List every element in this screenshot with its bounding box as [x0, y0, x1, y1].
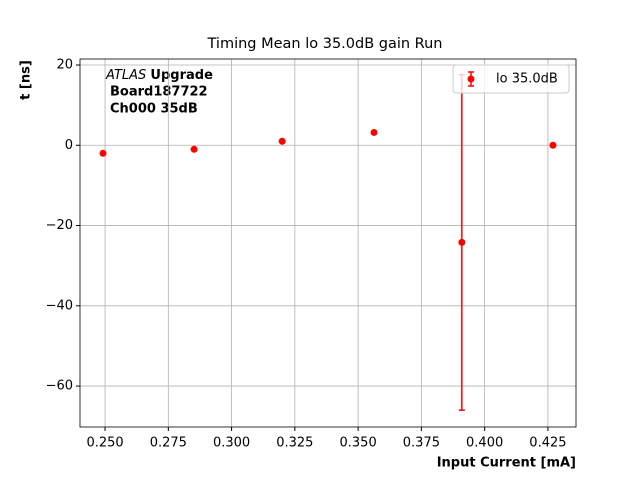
x-tick-label: 0.425: [529, 436, 566, 451]
x-axis-label: Input Current [mA]: [437, 456, 576, 471]
annotation-bold: Upgrade: [150, 68, 213, 83]
x-tick-label: 0.300: [213, 436, 250, 451]
point: [99, 149, 107, 157]
annotation-line: Board187722: [110, 85, 208, 100]
point: [278, 137, 286, 145]
x-tick-label: 0.400: [466, 436, 503, 451]
y-tick-label: 0: [65, 138, 73, 153]
legend-label: lo 35.0dB: [496, 72, 558, 87]
x-tick-label: 0.350: [340, 436, 377, 451]
legend-box: [452, 64, 570, 94]
point: [458, 238, 466, 246]
chart-title: Timing Mean lo 35.0dB gain Run: [207, 36, 443, 52]
y-tick-label: −20: [46, 218, 73, 233]
annotation-line: Ch000 35dB: [110, 102, 198, 117]
y-tick-label: 20: [56, 58, 73, 73]
point: [549, 141, 557, 149]
y-axis-label: t [ns]: [19, 60, 34, 100]
annotation: ATLAS Upgrade: [105, 68, 213, 83]
x-tick-label: 0.325: [276, 436, 313, 451]
annotation-italic: ATLAS: [105, 68, 146, 83]
y-tick-label: −60: [46, 379, 73, 394]
legend-swatch: [467, 75, 475, 83]
x-tick-label: 0.275: [150, 436, 187, 451]
x-tick-label: 0.375: [403, 436, 440, 451]
x-tick-label: 0.250: [86, 436, 123, 451]
plot-frame: [79, 58, 577, 428]
y-tick-label: −40: [46, 298, 73, 313]
point: [370, 128, 378, 136]
point: [190, 145, 198, 153]
